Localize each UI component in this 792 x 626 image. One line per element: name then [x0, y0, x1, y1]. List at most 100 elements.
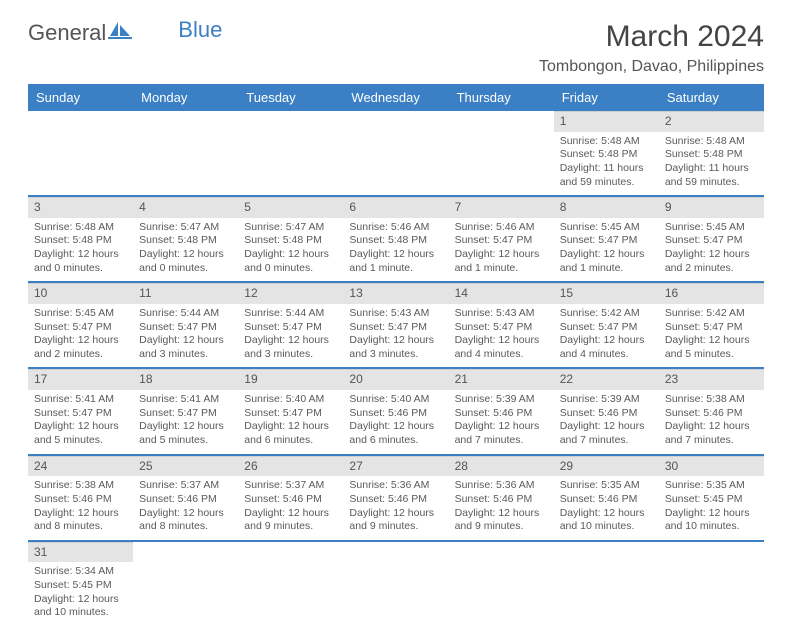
calendar-body: 1Sunrise: 5:48 AMSunset: 5:48 PMDaylight… — [28, 111, 764, 626]
weekday-header: Tuesday — [238, 84, 343, 111]
day-number: 24 — [28, 456, 133, 477]
page-title: March 2024 — [539, 20, 764, 54]
location-text: Tombongon, Davao, Philippines — [539, 58, 764, 76]
calendar-cell — [659, 541, 764, 626]
weekday-header-row: SundayMondayTuesdayWednesdayThursdayFrid… — [28, 84, 764, 111]
day-number: 15 — [554, 283, 659, 304]
day-number: 20 — [343, 369, 448, 390]
day-number: 16 — [659, 283, 764, 304]
day-number: 25 — [133, 456, 238, 477]
day-details: Sunrise: 5:38 AMSunset: 5:46 PMDaylight:… — [28, 476, 133, 540]
calendar-cell: 13Sunrise: 5:43 AMSunset: 5:47 PMDayligh… — [343, 282, 448, 368]
calendar-cell: 5Sunrise: 5:47 AMSunset: 5:48 PMDaylight… — [238, 196, 343, 282]
day-number: 26 — [238, 456, 343, 477]
day-details: Sunrise: 5:42 AMSunset: 5:47 PMDaylight:… — [554, 304, 659, 368]
calendar-cell: 4Sunrise: 5:47 AMSunset: 5:48 PMDaylight… — [133, 196, 238, 282]
day-details: Sunrise: 5:37 AMSunset: 5:46 PMDaylight:… — [238, 476, 343, 540]
day-details: Sunrise: 5:35 AMSunset: 5:45 PMDaylight:… — [659, 476, 764, 540]
weekday-header: Sunday — [28, 84, 133, 111]
calendar-cell — [449, 111, 554, 196]
calendar-week-row: 31Sunrise: 5:34 AMSunset: 5:45 PMDayligh… — [28, 541, 764, 626]
day-details: Sunrise: 5:45 AMSunset: 5:47 PMDaylight:… — [554, 218, 659, 282]
calendar-cell — [28, 111, 133, 196]
day-number: 17 — [28, 369, 133, 390]
day-details: Sunrise: 5:38 AMSunset: 5:46 PMDaylight:… — [659, 390, 764, 454]
day-number: 30 — [659, 456, 764, 477]
calendar-cell: 23Sunrise: 5:38 AMSunset: 5:46 PMDayligh… — [659, 368, 764, 454]
calendar-cell: 11Sunrise: 5:44 AMSunset: 5:47 PMDayligh… — [133, 282, 238, 368]
weekday-header: Saturday — [659, 84, 764, 111]
calendar-cell — [133, 111, 238, 196]
calendar-cell — [238, 541, 343, 626]
day-details: Sunrise: 5:46 AMSunset: 5:47 PMDaylight:… — [449, 218, 554, 282]
calendar-cell — [343, 111, 448, 196]
calendar-table: SundayMondayTuesdayWednesdayThursdayFrid… — [28, 84, 764, 626]
day-details: Sunrise: 5:45 AMSunset: 5:47 PMDaylight:… — [28, 304, 133, 368]
day-number: 19 — [238, 369, 343, 390]
day-details: Sunrise: 5:37 AMSunset: 5:46 PMDaylight:… — [133, 476, 238, 540]
day-details: Sunrise: 5:45 AMSunset: 5:47 PMDaylight:… — [659, 218, 764, 282]
day-number: 12 — [238, 283, 343, 304]
day-details: Sunrise: 5:36 AMSunset: 5:46 PMDaylight:… — [449, 476, 554, 540]
page-header: General Blue March 2024 Tombongon, Davao… — [28, 20, 764, 76]
calendar-cell: 27Sunrise: 5:36 AMSunset: 5:46 PMDayligh… — [343, 455, 448, 541]
day-details: Sunrise: 5:47 AMSunset: 5:48 PMDaylight:… — [133, 218, 238, 282]
calendar-cell: 12Sunrise: 5:44 AMSunset: 5:47 PMDayligh… — [238, 282, 343, 368]
weekday-header: Monday — [133, 84, 238, 111]
calendar-cell: 30Sunrise: 5:35 AMSunset: 5:45 PMDayligh… — [659, 455, 764, 541]
calendar-cell: 14Sunrise: 5:43 AMSunset: 5:47 PMDayligh… — [449, 282, 554, 368]
logo-sail-icon — [108, 20, 134, 46]
calendar-cell: 28Sunrise: 5:36 AMSunset: 5:46 PMDayligh… — [449, 455, 554, 541]
calendar-cell: 1Sunrise: 5:48 AMSunset: 5:48 PMDaylight… — [554, 111, 659, 196]
day-number: 3 — [28, 197, 133, 218]
calendar-cell: 16Sunrise: 5:42 AMSunset: 5:47 PMDayligh… — [659, 282, 764, 368]
day-number: 9 — [659, 197, 764, 218]
day-number: 31 — [28, 542, 133, 563]
day-number: 28 — [449, 456, 554, 477]
day-details: Sunrise: 5:46 AMSunset: 5:48 PMDaylight:… — [343, 218, 448, 282]
calendar-cell: 19Sunrise: 5:40 AMSunset: 5:47 PMDayligh… — [238, 368, 343, 454]
calendar-cell: 21Sunrise: 5:39 AMSunset: 5:46 PMDayligh… — [449, 368, 554, 454]
day-details: Sunrise: 5:42 AMSunset: 5:47 PMDaylight:… — [659, 304, 764, 368]
day-details: Sunrise: 5:40 AMSunset: 5:47 PMDaylight:… — [238, 390, 343, 454]
calendar-cell: 6Sunrise: 5:46 AMSunset: 5:48 PMDaylight… — [343, 196, 448, 282]
day-number: 7 — [449, 197, 554, 218]
day-number: 22 — [554, 369, 659, 390]
day-details: Sunrise: 5:43 AMSunset: 5:47 PMDaylight:… — [343, 304, 448, 368]
calendar-cell: 26Sunrise: 5:37 AMSunset: 5:46 PMDayligh… — [238, 455, 343, 541]
calendar-cell — [238, 111, 343, 196]
logo: General Blue — [28, 20, 222, 46]
day-details: Sunrise: 5:43 AMSunset: 5:47 PMDaylight:… — [449, 304, 554, 368]
calendar-cell — [343, 541, 448, 626]
day-details: Sunrise: 5:44 AMSunset: 5:47 PMDaylight:… — [238, 304, 343, 368]
calendar-cell — [133, 541, 238, 626]
day-number: 4 — [133, 197, 238, 218]
day-number: 1 — [554, 111, 659, 132]
header-right: March 2024 Tombongon, Davao, Philippines — [539, 20, 764, 76]
day-number: 23 — [659, 369, 764, 390]
day-details: Sunrise: 5:36 AMSunset: 5:46 PMDaylight:… — [343, 476, 448, 540]
calendar-cell — [449, 541, 554, 626]
day-number: 2 — [659, 111, 764, 132]
weekday-header: Friday — [554, 84, 659, 111]
calendar-cell: 24Sunrise: 5:38 AMSunset: 5:46 PMDayligh… — [28, 455, 133, 541]
calendar-cell: 8Sunrise: 5:45 AMSunset: 5:47 PMDaylight… — [554, 196, 659, 282]
day-details: Sunrise: 5:41 AMSunset: 5:47 PMDaylight:… — [133, 390, 238, 454]
calendar-week-row: 24Sunrise: 5:38 AMSunset: 5:46 PMDayligh… — [28, 455, 764, 541]
calendar-week-row: 17Sunrise: 5:41 AMSunset: 5:47 PMDayligh… — [28, 368, 764, 454]
day-number: 5 — [238, 197, 343, 218]
calendar-week-row: 3Sunrise: 5:48 AMSunset: 5:48 PMDaylight… — [28, 196, 764, 282]
calendar-week-row: 10Sunrise: 5:45 AMSunset: 5:47 PMDayligh… — [28, 282, 764, 368]
day-details: Sunrise: 5:40 AMSunset: 5:46 PMDaylight:… — [343, 390, 448, 454]
day-number: 8 — [554, 197, 659, 218]
day-details: Sunrise: 5:47 AMSunset: 5:48 PMDaylight:… — [238, 218, 343, 282]
day-number: 29 — [554, 456, 659, 477]
day-details: Sunrise: 5:44 AMSunset: 5:47 PMDaylight:… — [133, 304, 238, 368]
day-details: Sunrise: 5:48 AMSunset: 5:48 PMDaylight:… — [554, 132, 659, 196]
day-number: 11 — [133, 283, 238, 304]
day-number: 10 — [28, 283, 133, 304]
calendar-cell — [554, 541, 659, 626]
calendar-cell: 22Sunrise: 5:39 AMSunset: 5:46 PMDayligh… — [554, 368, 659, 454]
calendar-cell: 31Sunrise: 5:34 AMSunset: 5:45 PMDayligh… — [28, 541, 133, 626]
weekday-header: Wednesday — [343, 84, 448, 111]
